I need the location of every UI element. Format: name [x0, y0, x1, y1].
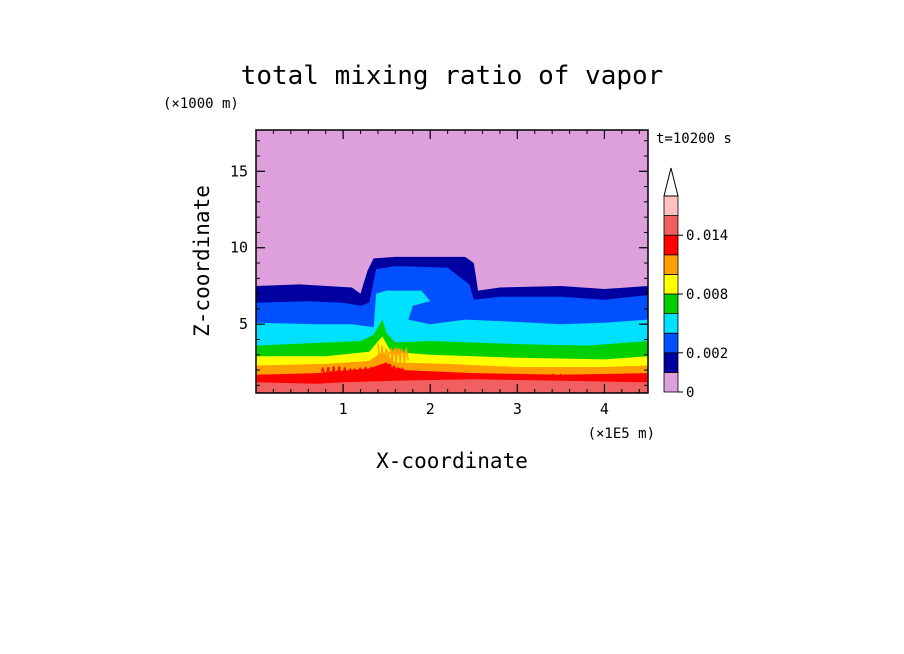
noise-line-1	[377, 343, 410, 369]
colorbar-segment-7	[663, 234, 679, 256]
colorbar-segment-0	[663, 371, 679, 393]
y-axis-ticks: 5 10 15	[230, 162, 648, 333]
noise-line-0	[320, 364, 405, 378]
colorbar-segment-5	[663, 273, 679, 295]
colorbar-label: 0.014	[686, 228, 728, 244]
colorbar: 0 0.002 0.008 0.014	[663, 167, 728, 401]
y-tick-label: 15	[230, 162, 248, 180]
x-tick-label: 4	[600, 400, 609, 418]
colorbar-segment-6	[663, 254, 679, 275]
plot-frame	[255, 129, 649, 394]
y-unit-label: (×1000 m)	[163, 96, 239, 112]
x-tick-label: 1	[339, 400, 348, 418]
x-axis-ticks: 1 2 3 4	[339, 130, 609, 418]
colorbar-label: 0	[686, 385, 694, 401]
colorbar-segment-2	[663, 332, 679, 354]
x-tick-label: 3	[513, 400, 522, 418]
x-tick-label: 2	[426, 400, 435, 418]
colorbar-segment-3	[663, 313, 679, 334]
colorbar-segment-9	[663, 195, 679, 217]
noise-line-2	[394, 372, 562, 380]
chart-title: total mixing ratio of vapor	[241, 61, 664, 91]
convective-noise	[320, 343, 562, 380]
colorbar-label: 0.002	[686, 346, 728, 362]
minor-ticks	[256, 130, 648, 393]
colorbar-extend-arrow	[663, 167, 679, 197]
time-label: t=10200 s	[656, 131, 732, 147]
colorbar-segment-4	[663, 293, 679, 315]
x-axis-title: X-coordinate	[376, 449, 528, 473]
y-axis-title: Z-coordinate	[190, 185, 214, 337]
contour-band-8	[256, 379, 648, 393]
colorbar-segment-8	[663, 215, 679, 236]
contour-bands	[256, 130, 648, 393]
y-tick-label: 5	[239, 315, 248, 333]
colorbar-segment-1	[663, 352, 679, 373]
x-unit-label: (×1E5 m)	[588, 426, 655, 442]
y-tick-label: 10	[230, 239, 248, 257]
colorbar-label: 0.008	[686, 287, 728, 303]
